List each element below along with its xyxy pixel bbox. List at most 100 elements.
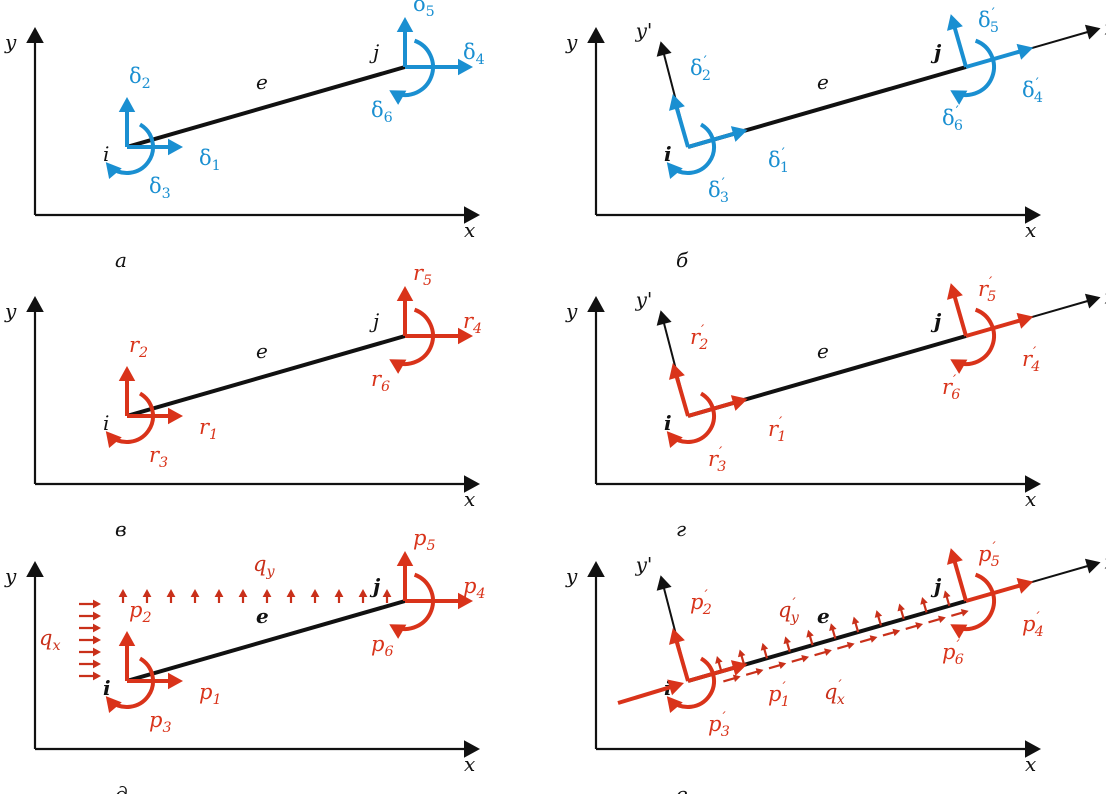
panel-g: xyeijx'y'r′1r′2r′3r′4r′5r′6г	[565, 275, 1106, 541]
dof-4-label-subscript: 4	[472, 321, 482, 337]
dof-5-arrow-shaft	[951, 557, 968, 602]
qx-arrow	[79, 599, 101, 609]
local-x-axis-label: x'	[1105, 284, 1106, 308]
qy-label-symbol: q	[253, 552, 266, 576]
dof-2-label-symbol: δ	[129, 64, 142, 88]
qy-arrow-head	[142, 589, 152, 597]
x-axis-head	[464, 740, 480, 758]
local-x-axis-label: x'	[1105, 549, 1106, 573]
dof-4-label-symbol: r	[1022, 347, 1034, 371]
dof-3-arrow-head	[105, 162, 122, 179]
dof-3-label-symbol: p	[708, 712, 721, 736]
qx-local-arrow-shaft	[745, 670, 760, 676]
dof-4-label-subscript: 4	[476, 52, 485, 68]
dof-3-arrow-arc	[670, 122, 716, 175]
qx-label-prime: ′	[838, 678, 842, 694]
dof-1-arrow-head	[168, 407, 183, 425]
dof-3-label-subscript: 3	[162, 720, 171, 736]
dof-4-label: δ′ 4	[1022, 76, 1043, 106]
p1-incoming-arrow	[617, 679, 684, 705]
qx-local-arrow	[723, 674, 741, 683]
dof-1-label: δ′ 1	[768, 146, 789, 176]
dof-2-label: p′ 2	[690, 588, 712, 618]
dof-6-label-prime: ′	[956, 638, 960, 654]
qy-local-arrow-head	[737, 649, 746, 658]
dof-6-arrow-arc	[394, 572, 435, 631]
dof-6-label-symbol: r	[942, 375, 954, 399]
element-label: e	[817, 339, 829, 363]
qx-local-arrow-shaft	[814, 650, 828, 657]
dof-3-arrow-arc	[670, 391, 716, 444]
qy-label-subscript: y	[790, 610, 800, 626]
dof-6-arrow-head	[950, 90, 968, 105]
y-axis-head	[587, 27, 605, 43]
element-line	[126, 599, 406, 683]
dof-4-label-subscript: 4	[475, 586, 485, 602]
dof-2-label-subscript: 2	[702, 602, 712, 618]
dof-6-arrow-head	[950, 359, 968, 374]
qx-local-arrow-head	[755, 668, 764, 676]
y-axis-head	[26, 296, 44, 312]
qy-arrow-head	[190, 589, 200, 597]
dof-4-label-prime: ′	[1036, 610, 1040, 626]
dof-2-label-symbol: r	[690, 325, 702, 349]
dof-2-arrow	[669, 94, 690, 148]
dof-4-label: δ4	[463, 40, 485, 68]
node-i-label: i	[664, 411, 672, 435]
dof-6-label-symbol: δ	[371, 98, 384, 122]
dof-1-label-subscript: 1	[777, 429, 786, 445]
element-line	[126, 65, 406, 149]
qy-arrow	[238, 589, 248, 603]
dof-1-label-symbol: δ	[768, 148, 781, 172]
dof-2-arrow-head	[118, 366, 136, 381]
dof-2-arrow-shaft	[673, 637, 690, 682]
y-axis	[26, 27, 44, 215]
dof-4-label: p′ 4	[1022, 610, 1044, 640]
node-j-label: j	[930, 574, 942, 598]
x-axis	[35, 206, 480, 224]
qx-arrow	[79, 659, 101, 669]
dof-4-label-subscript: 4	[1030, 359, 1040, 375]
x-axis	[35, 740, 480, 758]
dof-1-label: r1	[199, 415, 218, 443]
dof-1-arrow	[127, 407, 183, 425]
dof-2-arrow-head	[669, 363, 685, 380]
qx-local-arrow-head	[824, 648, 832, 656]
dof-2-label-subscript: 2	[702, 68, 711, 84]
dof-6-label-subscript: 6	[384, 110, 393, 126]
y-axis	[587, 27, 605, 215]
qx-local-arrow-shaft	[837, 643, 851, 650]
dof-1-label: r′ 1	[768, 415, 786, 445]
node-j-label: j	[369, 574, 381, 598]
x-axis	[596, 740, 1041, 758]
qy-arrow	[310, 589, 320, 603]
qx-arrow-head	[93, 623, 101, 633]
dof-1-label-prime: ′	[782, 680, 786, 696]
dof-3-arrow-arc	[109, 391, 155, 444]
dof-3-label: r3	[149, 443, 168, 471]
qx-local-arrow-shaft	[882, 630, 896, 637]
qy-local-arrow-head	[851, 616, 860, 625]
qx-local-arrow-shaft	[928, 617, 942, 624]
node-j-label: j	[930, 309, 942, 333]
qy-arrow-head	[358, 589, 368, 597]
node-j-label: j	[930, 40, 942, 64]
qx-local-arrow-head	[869, 635, 878, 643]
qy-label: qy	[253, 552, 275, 580]
dof-4-arrow	[965, 577, 1034, 603]
dof-3-arrow	[105, 391, 155, 448]
qx-local-arrow-head	[778, 661, 787, 669]
dof-1-label-symbol: r	[199, 415, 211, 439]
qy-local-arrow	[920, 596, 928, 613]
qx-local-arrow-shaft	[768, 663, 782, 670]
dof-4-label-subscript: 4	[1034, 624, 1044, 640]
qy-arrow	[190, 589, 200, 603]
node-i-label: i	[103, 676, 111, 700]
dof-4-arrow-head	[1016, 577, 1034, 594]
qx-label-symbol: q	[39, 626, 52, 650]
qy-arrow-head	[166, 589, 176, 597]
dof-2-label: δ′ 2	[690, 54, 711, 84]
y-axis-label: y	[565, 564, 578, 588]
dof-6-label-subscript: 6	[954, 118, 963, 134]
